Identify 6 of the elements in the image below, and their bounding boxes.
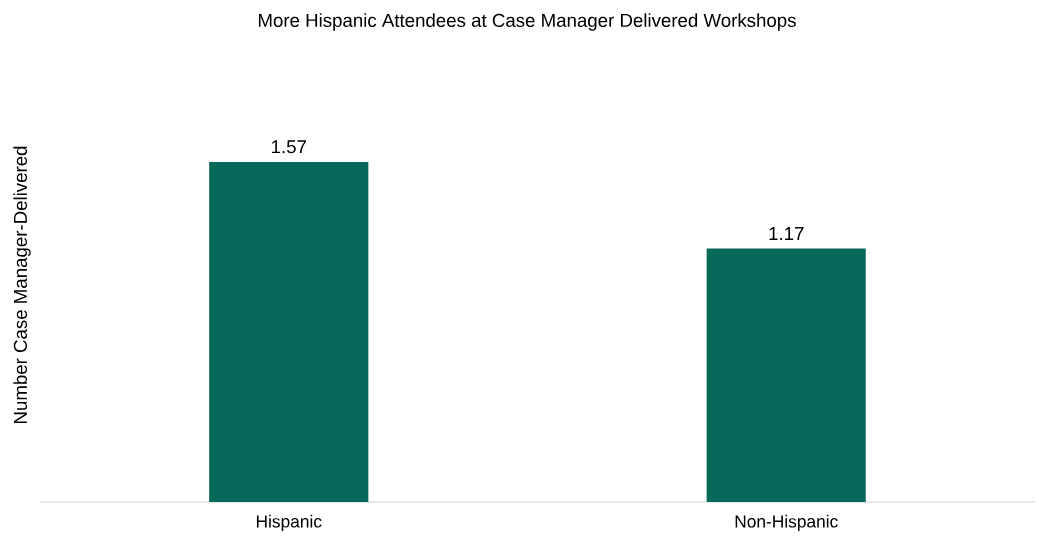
- data-label: 1.57: [272, 140, 306, 154]
- y-axis-title: Number Case Manager-Delivered: [13, 146, 31, 423]
- data-label: 1.17: [769, 227, 804, 240]
- chart-title: More Hispanic Attendees at Case Manager Delivered Workshops: [258, 13, 796, 31]
- x-tick-label: Non-Hispanic: [735, 514, 838, 532]
- x-tick-label: Hispanic: [256, 514, 322, 532]
